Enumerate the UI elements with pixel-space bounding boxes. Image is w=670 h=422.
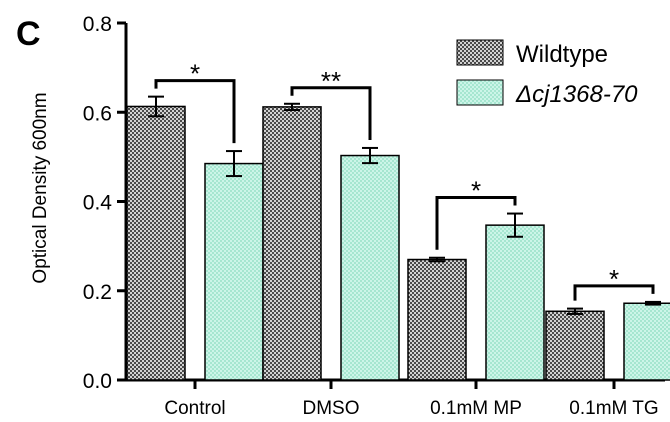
y-tick-label: 0.8 bbox=[83, 13, 112, 36]
significance-bracket bbox=[573, 284, 655, 301]
significance-label: * bbox=[609, 264, 619, 294]
legend-label-mutant: Δcj1368-70 bbox=[515, 81, 638, 108]
bar bbox=[126, 105, 186, 381]
x-tick-label: Control bbox=[164, 398, 225, 419]
legend-swatch-mutant bbox=[456, 79, 504, 106]
bar bbox=[485, 224, 545, 381]
y-tick-label: 0.4 bbox=[83, 192, 113, 215]
y-tick-label: 0.0 bbox=[83, 370, 112, 393]
x-tick-label: 0.1mM TG bbox=[569, 398, 658, 419]
bar bbox=[262, 106, 322, 381]
x-tick-label: DMSO bbox=[303, 398, 360, 419]
y-tick-label: 0.2 bbox=[83, 281, 112, 304]
panel-label: C bbox=[16, 15, 41, 53]
significance-label: * bbox=[471, 176, 481, 206]
bar bbox=[340, 154, 400, 381]
significance-bracket bbox=[290, 86, 372, 140]
legend-label-wildtype: Wildtype bbox=[516, 41, 608, 68]
significance-bracket bbox=[154, 79, 236, 144]
significance-label: ** bbox=[321, 66, 341, 96]
x-tick-label: 0.1mM MP bbox=[430, 398, 522, 419]
y-axis-label: Optical Density 600nm bbox=[30, 92, 51, 283]
bar bbox=[545, 310, 605, 381]
plot-area: 0.0 0.2 0.4 0.6 0.8 * Control ** DMSO * 0.1mM MP * 0… bbox=[83, 13, 670, 419]
bar bbox=[407, 258, 467, 381]
legend: Wildtype Δcj1368-70 bbox=[456, 39, 638, 108]
significance-label: * bbox=[190, 59, 200, 89]
significance-bracket bbox=[435, 196, 517, 250]
bar bbox=[623, 302, 670, 381]
bar bbox=[204, 162, 264, 381]
y-tick-label: 0.6 bbox=[83, 102, 112, 125]
legend-swatch-wildtype bbox=[456, 39, 504, 66]
